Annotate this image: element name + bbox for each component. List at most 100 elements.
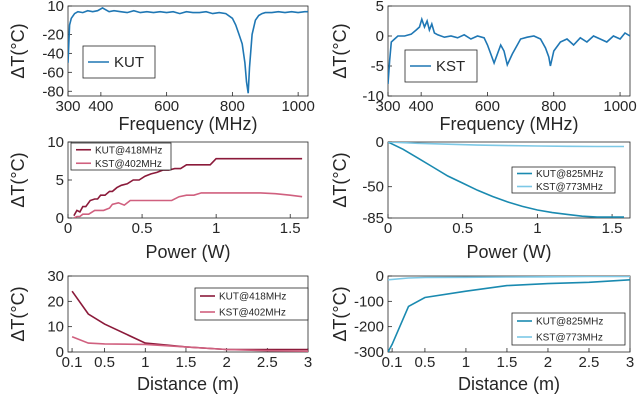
x-tick-label: 0.1 <box>62 354 83 371</box>
y-tick-label: 0 <box>56 344 64 361</box>
x-tick-label: 1.5 <box>280 220 301 237</box>
y-tick-label: 10 <box>47 134 64 151</box>
y-tick-label: 0 <box>376 28 384 45</box>
y-tick-label: 10 <box>47 0 64 15</box>
legend-entry: KUT@418MHz <box>95 145 162 156</box>
y-tick-label: 10 <box>47 319 64 336</box>
axes-frame <box>387 275 631 353</box>
y-tick-label: 0 <box>376 134 384 151</box>
x-tick-label: 300 <box>55 98 80 115</box>
x-tick-label: 2 <box>544 354 552 371</box>
legend: KUT@825MHz KST@773MHz <box>511 166 616 194</box>
legend-entry: KST@402MHz <box>219 308 286 319</box>
x-tick-label: 1.5 <box>602 220 623 237</box>
legend: KST <box>404 49 478 83</box>
x-tick-label: 3 <box>626 354 634 371</box>
y-axis-label: ΔT(°C) <box>8 286 28 341</box>
x-tick-label: 3 <box>304 354 312 371</box>
x-tick-label: 0.1 <box>382 354 403 371</box>
y-tick-label: -40 <box>42 45 64 62</box>
legend-entry: KUT@825MHz <box>536 169 603 180</box>
series-line-kut-418mhz <box>73 157 303 217</box>
panel-p1: 300 400 600 800 1000 10 -20 -40 -60 -80 Frequency … <box>8 0 315 134</box>
legend-entry: KST@402MHz <box>95 159 162 170</box>
x-tick-label: 0.5 <box>94 354 115 371</box>
y-tick-label: 5 <box>56 172 64 189</box>
x-tick-label: 1 <box>212 220 220 237</box>
y-tick-label: -200 <box>354 319 384 336</box>
x-axis-label: Distance (m) <box>458 374 560 394</box>
series-line-kst-402mhz <box>71 336 308 352</box>
x-tick-label: 400 <box>88 98 113 115</box>
y-tick-label: -50 <box>362 179 384 196</box>
x-tick-label: 1 <box>533 220 541 237</box>
x-tick-label: 600 <box>154 98 179 115</box>
y-tick-label: -60 <box>42 64 64 81</box>
y-tick-label: -80 <box>42 83 64 100</box>
legend-entry: KUT@418MHz <box>219 292 286 303</box>
y-tick-label: 20 <box>47 293 64 310</box>
x-tick-label: 0 <box>384 220 392 237</box>
x-tick-label: 1000 <box>603 98 636 115</box>
y-tick-label: -20 <box>42 26 64 43</box>
legend-entry: KST <box>436 58 465 75</box>
y-tick-label: 0 <box>376 268 384 285</box>
x-tick-label: 1 <box>462 354 470 371</box>
y-axis-label: ΔT(°C) <box>8 23 28 78</box>
x-tick-label: 1000 <box>281 98 314 115</box>
axes-frame <box>387 141 631 219</box>
panel-p4: 0 0.5 1 1.5 0 -50 -85 Power (W) ΔT(°C) KUT@825MHz… <box>330 134 631 262</box>
x-tick-label: 0.5 <box>132 220 153 237</box>
panel-p6: 0.1 0.5 1 1.5 2 2.5 3 0 -100 -200 -300 Distance (m)… <box>330 268 634 394</box>
y-axis-label: ΔT(°C) <box>330 286 350 341</box>
y-tick-label: -10 <box>362 88 384 105</box>
x-tick-label: 1.5 <box>176 354 197 371</box>
series-line-kut <box>68 6 308 94</box>
x-tick-label: 1 <box>141 354 149 371</box>
legend-entry: KST@773MHz <box>536 333 603 344</box>
x-axis-label: Frequency (MHz) <box>118 114 257 134</box>
y-tick-label: 0 <box>56 210 64 227</box>
x-axis-label: Power (W) <box>467 242 552 262</box>
panel-p2: 300 400 600 800 1000 5 0 -5 -10 Frequency (MHz) ΔT… <box>330 0 637 134</box>
x-axis-label: Distance (m) <box>137 374 239 394</box>
panel-p5: 0.1 0.5 1 1.5 2 2.5 3 30 20 10 0 Distance (m) ΔT(°C)… <box>8 268 312 394</box>
x-tick-label: 0.5 <box>414 354 435 371</box>
series-line-kst-773mhz <box>388 142 624 148</box>
y-axis-label: ΔT(°C) <box>330 23 350 78</box>
x-axis-label: Frequency (MHz) <box>439 114 578 134</box>
legend-box <box>511 166 616 194</box>
series-line-kst-773mhz <box>388 276 630 281</box>
x-tick-label: 2.5 <box>579 354 600 371</box>
y-axis-label: ΔT(°C) <box>8 152 28 207</box>
x-tick-label: 800 <box>541 98 566 115</box>
x-tick-label: 0.5 <box>452 220 473 237</box>
x-tick-label: 400 <box>409 98 434 115</box>
legend: KUT <box>82 45 156 79</box>
legend: KUT@418MHz KST@402MHz <box>194 287 309 321</box>
legend-entry: KST@773MHz <box>536 182 603 193</box>
y-tick-label: -85 <box>362 210 384 227</box>
series-line-kst <box>388 16 630 85</box>
y-axis-label: ΔT(°C) <box>330 152 350 207</box>
axes-frame <box>387 5 631 97</box>
x-tick-label: 2 <box>222 354 230 371</box>
x-tick-label: 800 <box>220 98 245 115</box>
x-tick-label: 1.5 <box>497 354 518 371</box>
y-tick-label: 30 <box>47 268 64 285</box>
x-tick-label: 300 <box>375 98 400 115</box>
series-line-kut-825mhz <box>388 142 624 218</box>
x-tick-label: 600 <box>475 98 500 115</box>
legend-box <box>194 287 309 321</box>
x-tick-label: 0 <box>64 220 72 237</box>
legend: KUT@418MHz KST@402MHz <box>70 142 172 171</box>
y-tick-label: -300 <box>354 344 384 361</box>
y-tick-label: 5 <box>376 0 384 15</box>
panel-p3: 0 0.5 1 1.5 10 5 0 Power (W) ΔT(°C) KUT@418MHz KST… <box>8 134 309 262</box>
y-tick-label: -5 <box>371 58 384 75</box>
series-line-kst-402mhz <box>73 192 303 218</box>
x-axis-label: Power (W) <box>146 242 231 262</box>
x-tick-label: 2.5 <box>257 354 278 371</box>
y-tick-label: -100 <box>354 293 384 310</box>
